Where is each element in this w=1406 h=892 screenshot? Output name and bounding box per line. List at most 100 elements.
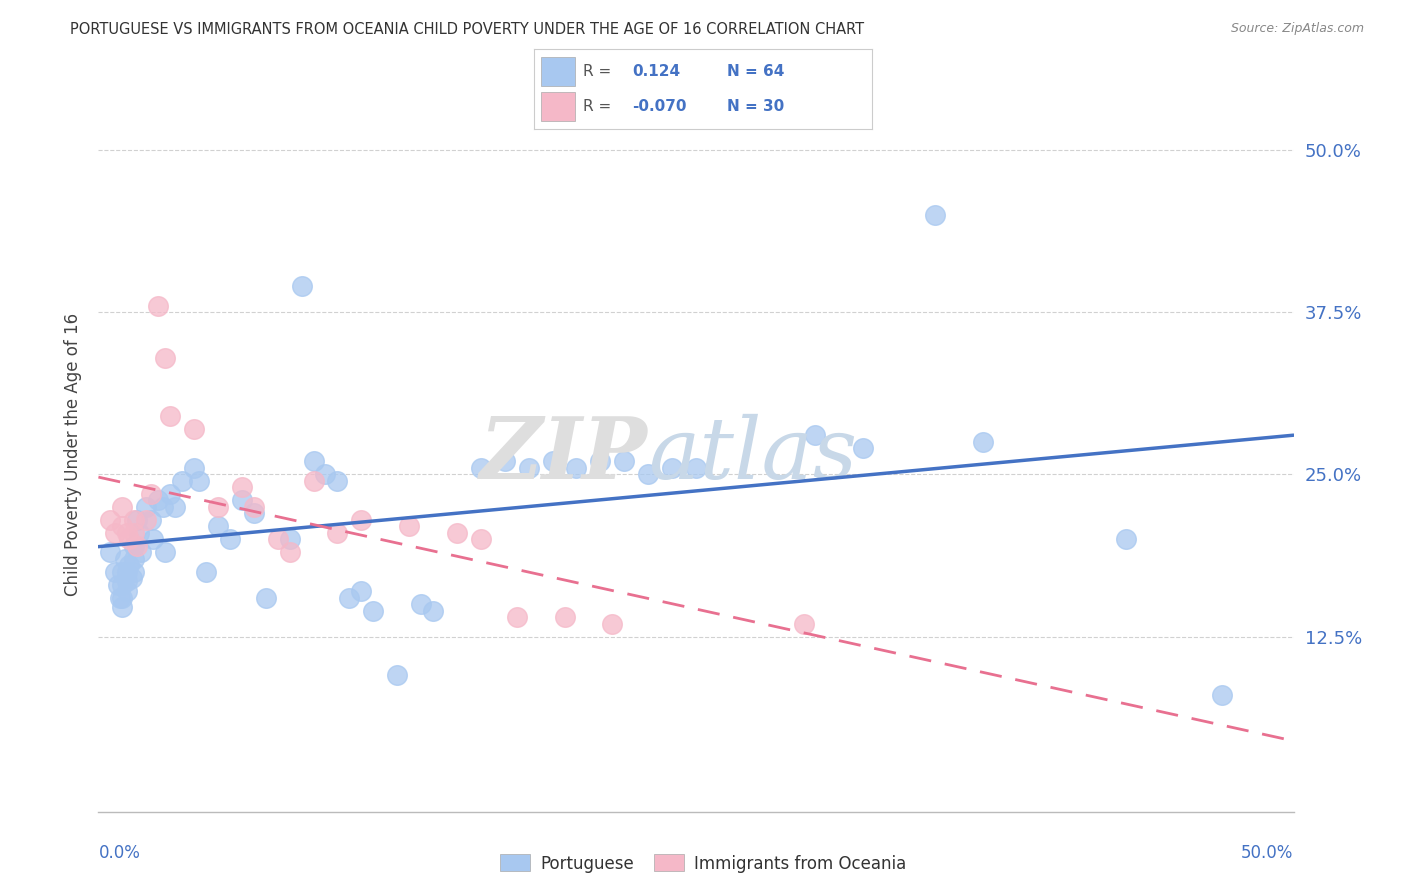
Point bbox=[422, 604, 444, 618]
Point bbox=[924, 208, 946, 222]
Point bbox=[278, 545, 301, 559]
FancyBboxPatch shape bbox=[541, 93, 575, 121]
Point bbox=[131, 545, 153, 559]
Point bbox=[506, 610, 529, 624]
Point bbox=[685, 461, 707, 475]
Point bbox=[1115, 533, 1137, 547]
Point bbox=[219, 533, 242, 547]
Point bbox=[793, 616, 815, 631]
Point bbox=[118, 533, 141, 547]
Point bbox=[637, 467, 659, 482]
Point bbox=[363, 604, 385, 618]
Point bbox=[104, 525, 127, 540]
Point bbox=[111, 591, 134, 605]
Text: atlas: atlas bbox=[648, 414, 858, 496]
Point bbox=[111, 599, 134, 614]
Text: R =: R = bbox=[583, 64, 616, 79]
Point bbox=[554, 610, 576, 624]
Text: 0.0%: 0.0% bbox=[98, 844, 141, 863]
Text: 50.0%: 50.0% bbox=[1241, 844, 1294, 863]
Point bbox=[183, 461, 205, 475]
Point bbox=[111, 519, 134, 533]
Point bbox=[98, 513, 122, 527]
Point bbox=[589, 454, 612, 468]
Point bbox=[243, 506, 266, 520]
Point bbox=[446, 525, 468, 540]
Point bbox=[115, 574, 138, 588]
Point bbox=[231, 480, 253, 494]
Point bbox=[254, 591, 277, 605]
Point bbox=[267, 533, 290, 547]
Point bbox=[124, 525, 146, 540]
Text: -0.070: -0.070 bbox=[633, 99, 686, 114]
Point bbox=[128, 525, 150, 540]
Point bbox=[104, 565, 127, 579]
Point bbox=[326, 525, 349, 540]
Point bbox=[187, 474, 209, 488]
Point bbox=[470, 461, 492, 475]
Point bbox=[1211, 688, 1233, 702]
Point bbox=[194, 565, 217, 579]
Text: N = 64: N = 64 bbox=[727, 64, 785, 79]
Point bbox=[148, 493, 170, 508]
Point bbox=[398, 519, 420, 533]
Point bbox=[302, 474, 325, 488]
Point bbox=[385, 668, 409, 682]
Point bbox=[315, 467, 337, 482]
Point bbox=[470, 533, 492, 547]
Point bbox=[350, 584, 373, 599]
Point bbox=[115, 525, 138, 540]
Point bbox=[243, 500, 266, 514]
Point bbox=[98, 545, 122, 559]
Point bbox=[278, 533, 301, 547]
Point bbox=[148, 299, 170, 313]
Point bbox=[124, 539, 146, 553]
Point bbox=[124, 513, 146, 527]
Point bbox=[337, 591, 360, 605]
Point bbox=[152, 500, 174, 514]
Point bbox=[290, 279, 312, 293]
Point bbox=[494, 454, 516, 468]
Point bbox=[124, 551, 146, 566]
Text: Source: ZipAtlas.com: Source: ZipAtlas.com bbox=[1230, 22, 1364, 36]
Point bbox=[135, 513, 157, 527]
Point bbox=[155, 351, 177, 365]
Text: ZIP: ZIP bbox=[481, 413, 648, 497]
Point bbox=[972, 434, 994, 449]
Point bbox=[207, 500, 229, 514]
Point bbox=[142, 533, 165, 547]
Point bbox=[326, 474, 349, 488]
Point bbox=[600, 616, 623, 631]
Point bbox=[159, 409, 181, 423]
Text: N = 30: N = 30 bbox=[727, 99, 785, 114]
Point bbox=[661, 461, 683, 475]
Point bbox=[118, 558, 141, 573]
Point bbox=[541, 454, 564, 468]
Point bbox=[115, 565, 138, 579]
Point bbox=[139, 513, 162, 527]
Legend: Portuguese, Immigrants from Oceania: Portuguese, Immigrants from Oceania bbox=[494, 847, 912, 880]
Point bbox=[231, 493, 253, 508]
Point bbox=[111, 500, 134, 514]
Point bbox=[613, 454, 636, 468]
FancyBboxPatch shape bbox=[541, 57, 575, 86]
Point bbox=[121, 571, 143, 585]
Point bbox=[115, 584, 138, 599]
Point bbox=[159, 487, 181, 501]
Text: R =: R = bbox=[583, 99, 616, 114]
Point bbox=[107, 577, 129, 591]
Point bbox=[155, 545, 177, 559]
Point bbox=[163, 500, 186, 514]
Point bbox=[517, 461, 540, 475]
Point bbox=[111, 577, 134, 591]
Point bbox=[804, 428, 827, 442]
Text: 0.124: 0.124 bbox=[633, 64, 681, 79]
Point bbox=[108, 591, 131, 605]
Point bbox=[125, 539, 148, 553]
Point bbox=[135, 500, 157, 514]
Point bbox=[207, 519, 229, 533]
Point bbox=[139, 487, 162, 501]
Point bbox=[124, 565, 146, 579]
Point bbox=[852, 442, 875, 456]
Y-axis label: Child Poverty Under the Age of 16: Child Poverty Under the Age of 16 bbox=[63, 313, 82, 597]
